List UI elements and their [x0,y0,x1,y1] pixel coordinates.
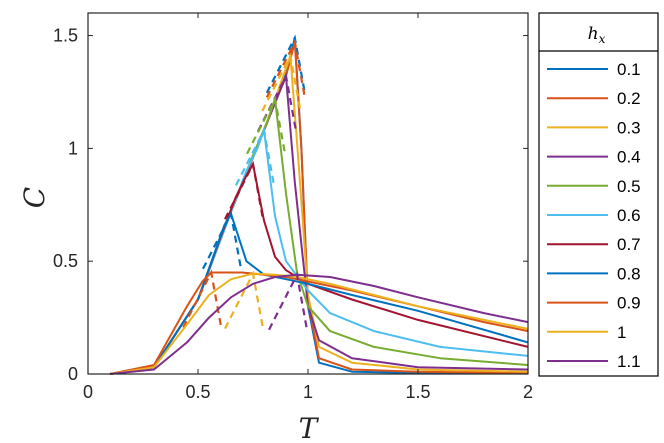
legend-entries: 0.1 0.2 0.3 0.4 0.5 0.6 0.7 0.8 0.9 1 1.1 [547,60,641,371]
series-dashed-6 [235,126,276,186]
series-dashed-7 [224,160,265,220]
legend: hx 0.1 0.2 0.3 0.4 0.5 0.6 0.7 0.8 0.9 1 1.1 [538,12,659,377]
series-dashed-11 [268,271,309,331]
x-tick-label: 0.5 [185,382,210,402]
legend-box [538,12,659,377]
series-line-4 [109,75,529,375]
series-line-11 [109,273,529,375]
series-line-10 [109,272,529,375]
y-tick-label: 0.5 [53,251,78,271]
x-tick-label: 1.5 [405,382,430,402]
series-dashed-2 [265,38,306,98]
x-tick-label: 0 [83,382,93,402]
legend-label-10: 1 [617,323,626,342]
legend-label-8: 0.8 [617,264,641,283]
legend-label-11: 1.1 [617,352,641,371]
x-tick-label: 2 [523,382,533,402]
ticks-layer: 0 0.5 1 1.5 2 0 0.5 1 1.5 [53,13,533,402]
legend-label-7: 0.7 [617,235,641,254]
legend-label-9: 0.9 [617,294,641,313]
plot-frame [87,12,529,375]
x-tick-label: 1 [303,382,313,402]
y-tick-label: 0 [68,364,78,384]
legend-title: hx [588,24,606,46]
series-layer [109,34,529,375]
series-dashed-10 [224,270,265,330]
series-dashed-5 [246,95,287,155]
series-dashed-3 [261,52,302,112]
legend-label-3: 0.3 [617,118,641,137]
legend-title-main: h [588,24,599,44]
legend-title-subscript: x [599,32,606,46]
series-dashed-8 [202,210,243,270]
series-dashed-1 [265,34,306,94]
legend-label-1: 0.1 [617,60,641,79]
legend-label-2: 0.2 [617,89,641,108]
series-line-3 [109,54,529,375]
y-tick-label: 1.5 [53,26,78,46]
y-axis-label: C [18,187,51,208]
legend-label-6: 0.6 [617,206,641,225]
legend-label-4: 0.4 [617,148,641,167]
x-axis-label: T [299,412,320,443]
y-tick-label: 1 [68,138,78,158]
legend-label-5: 0.5 [617,177,641,196]
series-dashed-4 [257,72,298,132]
